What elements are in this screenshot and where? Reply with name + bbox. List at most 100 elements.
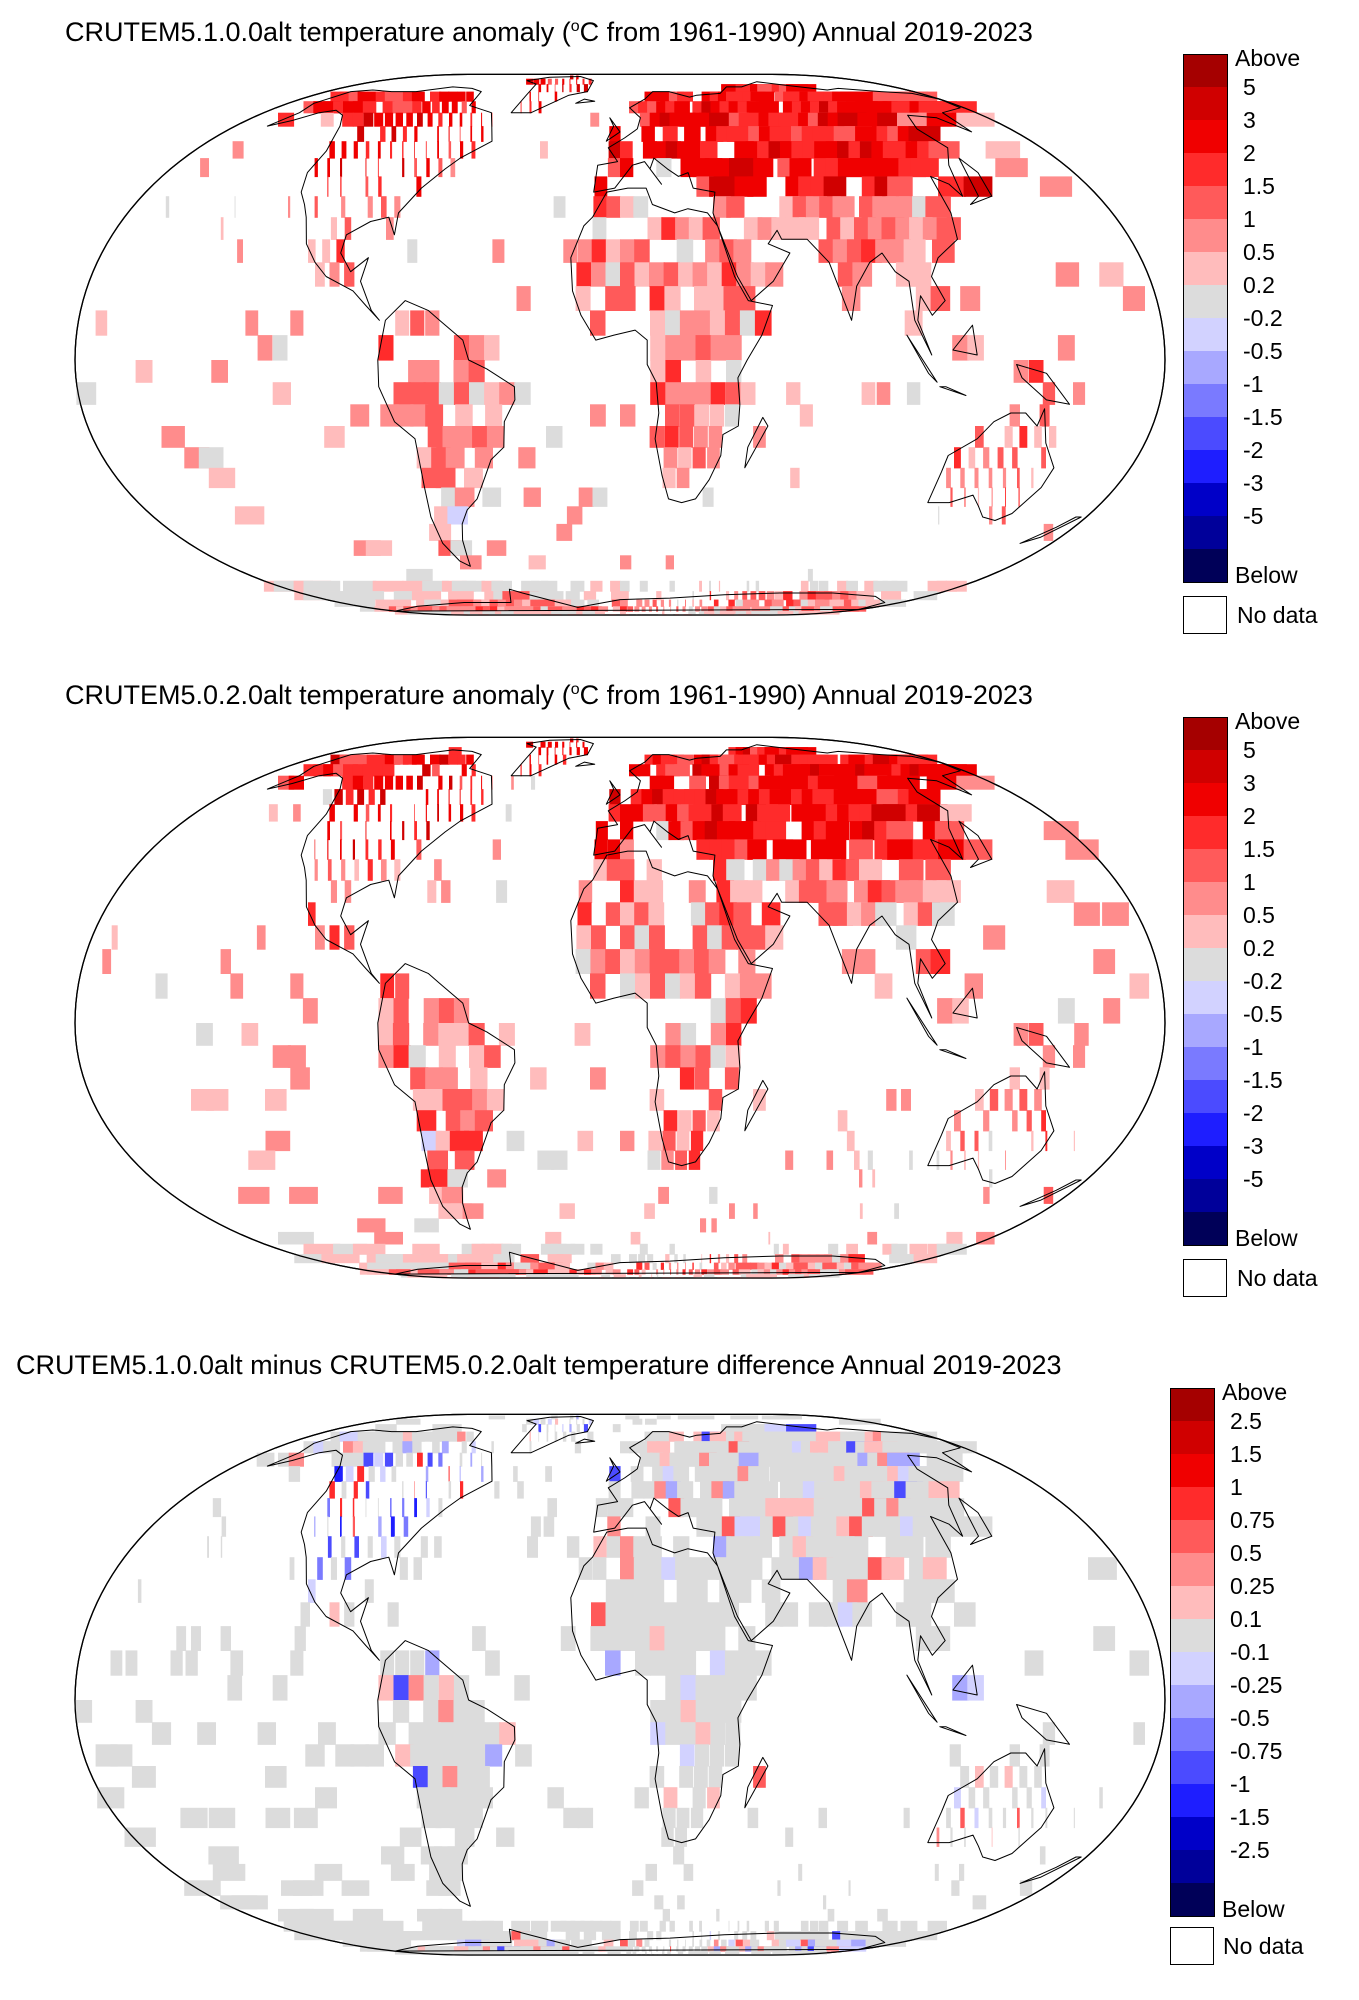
grid-cell [620,1626,636,1651]
grid-cell [438,112,443,127]
grid-cell [678,447,692,469]
grid-cell [620,1536,635,1558]
grid-cell [457,754,466,765]
grid-cell [1034,426,1042,448]
grid-cell [909,1150,913,1170]
grid-cell [576,262,591,287]
grid-cell [211,360,228,383]
grid-cell [417,775,423,790]
grid-cell [1024,1650,1044,1676]
grid-cell [448,1481,452,1499]
grid-cell [578,1557,593,1580]
grid-cell [837,1920,849,1932]
grid-cell [799,1254,811,1264]
grid-cell [221,1516,227,1537]
grid-cell [1017,467,1020,489]
grid-cell [402,1498,405,1518]
grid-cell [491,580,512,592]
grid-cell [402,1931,433,1941]
grid-cell [692,1262,694,1270]
grid-cell [936,1827,940,1847]
grid-cell [754,310,772,336]
grid-cell [930,286,951,311]
grid-cell [954,1787,961,1809]
grid-cell [735,1262,743,1270]
grid-cell [591,1269,602,1275]
grid-cell [855,126,884,142]
grid-cell [988,1130,993,1152]
grid-cell [639,1452,653,1467]
legend-swatch [1183,1047,1228,1080]
grid-cell [466,1931,491,1941]
grid-cell [290,973,304,999]
legend-label: 3 [1243,770,1256,796]
grid-cell [770,1946,787,1952]
grid-cell [453,360,470,383]
grid-cell [644,91,657,102]
grid-cell [481,1452,483,1467]
grid-cell [915,286,936,311]
grid-cell [426,1498,430,1518]
grid-cell [732,1269,744,1275]
grid-cell [438,998,455,1024]
grid-cell [378,998,394,1024]
grid-cell [387,1602,399,1627]
grid-cell [682,606,686,612]
grid-cell [593,859,607,881]
grid-cell [972,1895,987,1910]
grid-cell [431,1787,451,1809]
grid-cell [662,1951,665,1955]
grid-cell [728,1939,735,1947]
grid-cell [846,1130,855,1152]
grid-cell [865,1939,890,1947]
grid-cell [352,1516,355,1537]
grid-cell [960,1766,970,1788]
grid-cell [649,286,666,311]
grid-cell [470,126,473,142]
grid-cell [753,1766,766,1788]
grid-cell [527,1536,538,1558]
grid-cell [786,1262,800,1270]
grid-cell [662,126,678,142]
grid-cell [649,1626,666,1651]
grid-cell [339,1431,360,1442]
grid-cell [695,360,712,383]
grid-cell [554,1431,558,1442]
legend-label: -1.5 [1243,1067,1283,1093]
grid-cell [422,580,449,592]
grid-cell [272,1045,291,1068]
grid-cell [682,1269,686,1275]
legend-label: -0.5 [1243,1001,1283,1027]
grid-cell [974,467,979,489]
grid-cell [926,775,963,790]
grid-cell [983,1787,990,1809]
grid-cell [595,611,605,615]
grid-cell [381,859,387,881]
grid-cell [430,1931,458,1941]
grid-cell [906,382,921,405]
grid-cell [329,1481,335,1499]
grid-cell [308,239,316,263]
grid-cell [886,1089,897,1111]
grid-cell [447,1169,468,1188]
grid-cell [654,804,669,822]
grid-cell [775,1254,784,1264]
grid-cell [406,1452,413,1467]
grid-cell [423,1722,441,1745]
grid-cell [645,1863,657,1881]
grid-cell [227,1675,243,1701]
grid-cell [1074,1023,1089,1046]
legend-label: -0.1 [1230,1639,1270,1665]
grid-cell [633,880,649,903]
grid-cell [341,1481,347,1499]
grid-cell [639,1243,648,1255]
grid-cell [620,404,636,427]
grid-cell [705,902,723,926]
grid-cell [287,1045,306,1068]
grid-cell [717,1931,721,1941]
grid-cell [380,789,386,805]
grid-cell [864,580,878,592]
grid-cell [576,1269,590,1275]
grid-cell [710,998,727,1024]
grid-cell [989,1766,999,1788]
